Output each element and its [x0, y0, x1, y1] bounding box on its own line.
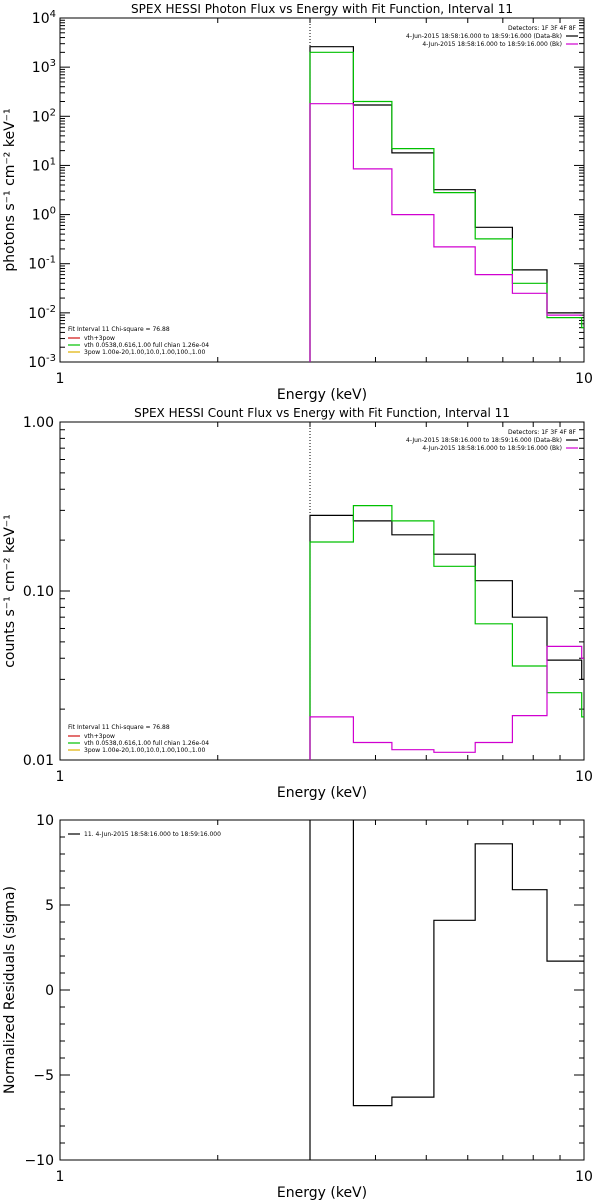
legend-entry: vth+3pow [84, 335, 115, 342]
residuals-panel: 1 10 Energy (keV) −10 −5 0 5 10 Normalized Resid… [2, 813, 593, 1200]
chart-title: SPEX HESSI Photon Flux vs Energy with Fi… [131, 2, 513, 16]
y-tick-label: 1.00 [23, 415, 54, 431]
x-tick-label: 10 [575, 371, 593, 387]
series-line-2 [309, 103, 582, 362]
y-tick-label: 5 [45, 898, 54, 914]
x-axis-label: Energy (keV) [277, 387, 367, 403]
y-tick-label: 10 [36, 813, 54, 829]
legend-entry: 4-Jun-2015 18:58:16.000 to 18:59:16.000 … [422, 41, 562, 48]
series-line-0 [309, 514, 584, 760]
x-tick-label: 1 [56, 769, 65, 785]
legend-entry: vth+3pow [84, 733, 115, 740]
y-tick-label: 10-3 [28, 353, 56, 371]
legend-entry: 4-Jun-2015 18:58:16.000 to 18:59:16.000 … [406, 437, 562, 444]
count-flux-panel: SPEX HESSI Count Flux vs Energy with Fit… [2, 406, 593, 801]
x-axis-label: Energy (keV) [277, 785, 367, 801]
plot-frame [59, 421, 585, 761]
y-tick-label: 103 [32, 58, 56, 76]
legend-detectors: Detectors: 1F 3F 4F 8F [508, 429, 577, 436]
legend-entry: 3pow 1.00e-20,1.00,10.0,1.00,100.,1.00 [84, 747, 205, 754]
y-axis-label: counts s⁻¹ cm⁻² keV⁻¹ [2, 514, 18, 668]
y-tick-label: 0.01 [23, 753, 54, 769]
y-tick-label: 10-1 [28, 255, 56, 273]
y-tick-label: 100 [32, 206, 56, 224]
legend-entry: 11. 4-Jun-2015 18:58:16.000 to 18:59:16.… [84, 831, 221, 838]
legend-entry: 4-Jun-2015 18:58:16.000 to 18:59:16.000 … [422, 445, 562, 452]
series-line-1 [309, 51, 584, 362]
x-tick-label: 1 [56, 371, 65, 387]
y-axis-label: Normalized Residuals (sigma) [2, 886, 18, 1094]
y-tick-label: −5 [33, 1068, 54, 1084]
y-tick-label: −10 [24, 1153, 54, 1169]
series-line-1 [309, 505, 584, 760]
x-axis-label: Energy (keV) [277, 1185, 367, 1200]
y-tick-label: 101 [32, 156, 56, 174]
x-tick-label: 1 [56, 1169, 65, 1185]
legend-entry: 3pow 1.00e-20,1.00,10.0,1.00,100.,1.00 [84, 349, 205, 356]
y-tick-label: 102 [32, 107, 56, 125]
legend-fit-info: Fit Interval 11 Chi-square = 76.88 [68, 724, 170, 731]
legend-detectors: Detectors: 1F 3F 4F 8F [508, 25, 577, 32]
series-group [309, 46, 584, 362]
y-tick-label: 104 [32, 9, 56, 27]
series-line-2 [309, 645, 584, 760]
legend-entry: vth 0.0538,0.616,1.00 full chian 1.26e-0… [84, 342, 209, 349]
chart-title: SPEX HESSI Count Flux vs Energy with Fit… [134, 406, 510, 420]
legend-entry: 4-Jun-2015 18:58:16.000 to 18:59:16.000 … [406, 33, 562, 40]
legend-fit-info: Fit Interval 11 Chi-square = 76.88 [68, 326, 170, 333]
series-group [309, 820, 584, 1160]
x-tick-label: 10 [575, 1169, 593, 1185]
photon-flux-panel: SPEX HESSI Photon Flux vs Energy with Fi… [2, 2, 593, 403]
legend-entry: vth 0.0538,0.616,1.00 full chian 1.26e-0… [84, 740, 209, 747]
plot-frame [59, 17, 585, 363]
series-line-0 [309, 46, 582, 362]
series-line-0 [309, 820, 584, 1160]
y-tick-label: 0.10 [23, 584, 54, 600]
x-tick-label: 10 [575, 769, 593, 785]
y-axis-label: photons s⁻¹ cm⁻² keV⁻¹ [2, 108, 18, 271]
y-tick-label: 10-2 [28, 304, 56, 322]
y-tick-label: 0 [45, 983, 54, 999]
series-group [309, 505, 584, 760]
plot-frame [59, 819, 585, 1161]
